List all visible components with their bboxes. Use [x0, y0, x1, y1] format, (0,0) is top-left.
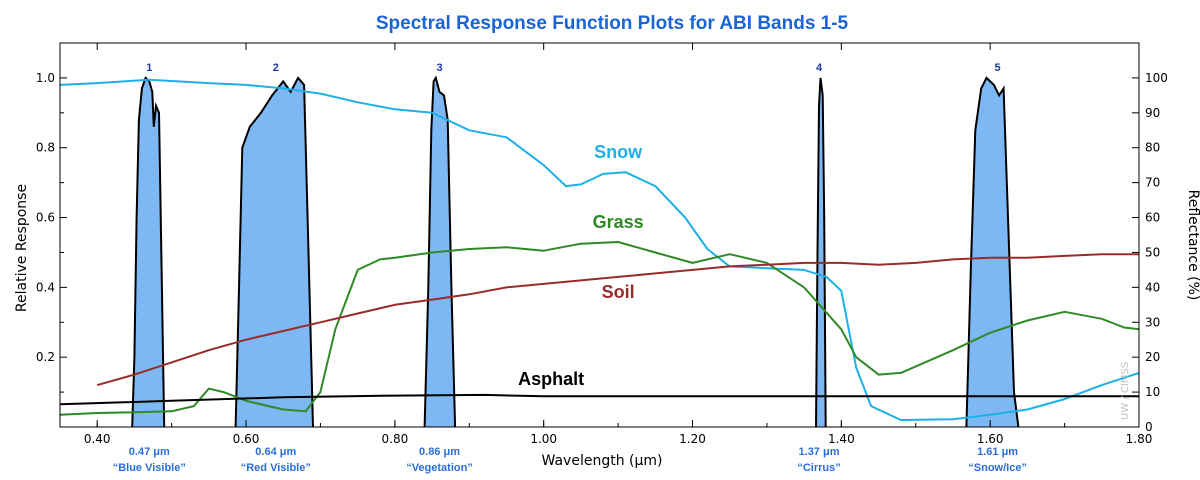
series-grass-label: Grass	[593, 212, 644, 232]
chart-title: Spectral Response Function Plots for ABI…	[376, 13, 849, 34]
band-1-outline	[131, 76, 166, 428]
band-2-wavelength: 0.64 μm	[255, 446, 296, 458]
band-1-wavelength: 0.47 μm	[129, 446, 170, 458]
y2-tick-label: 90	[1145, 106, 1160, 120]
band-5-outline	[965, 76, 1020, 428]
x-axis-label: Wavelength (μm)	[542, 453, 663, 469]
band-1-name: “Blue Visible”	[113, 462, 186, 474]
x-tick-label: 1.40	[828, 432, 855, 446]
plot-frame	[59, 42, 1140, 428]
x-tick-label: 1.20	[679, 432, 706, 446]
series-snow-line	[59, 78, 1140, 421]
band-1-number: 1	[146, 62, 152, 74]
series-asphalt-line	[59, 393, 1139, 406]
band-3: 3 0.86 μm “Vegetation”	[406, 62, 473, 474]
y2-tick-label: 80	[1145, 141, 1160, 155]
band-4-outline	[815, 77, 827, 428]
y2-tick-label: 0	[1145, 420, 1153, 434]
series-soil-line	[96, 253, 1139, 387]
band-1-fill	[132, 77, 165, 428]
band-4-name: “Cirrus”	[797, 462, 840, 474]
band-5-wavelength: 1.61 μm	[977, 446, 1018, 458]
series-grass-line	[59, 241, 1140, 416]
y2-tick-label: 40	[1145, 280, 1160, 294]
band-2: 2 0.64 μm “Red Visible”	[234, 62, 314, 474]
watermark: UW / CIMSS	[1120, 362, 1131, 420]
band-3-name: “Vegetation”	[406, 462, 473, 474]
band-4: 4 1.37 μm “Cirrus”	[797, 62, 840, 474]
y2-tick-label: 70	[1145, 176, 1160, 190]
band-4-wavelength: 1.37 μm	[799, 446, 840, 458]
reflectance-series-layer: Snow Grass Soil Asphalt	[59, 78, 1140, 421]
series-snow-label: Snow	[594, 142, 643, 162]
band-3-outline	[423, 75, 457, 428]
y-tick-label: 0.4	[36, 280, 55, 294]
y-axis-label: Relative Response	[14, 184, 30, 312]
band-5-fill	[966, 77, 1019, 428]
band-3-wavelength: 0.86 μm	[419, 446, 460, 458]
band-5-name: “Snow/Ice”	[968, 462, 1027, 474]
band-2-number: 2	[273, 62, 279, 74]
y2-tick-label: 60	[1145, 211, 1160, 225]
band-5-number: 5	[995, 62, 1001, 74]
y2-axis-label: Reflectance (%)	[1185, 190, 1200, 301]
y2-tick-label: 100	[1145, 71, 1168, 85]
band-2-name: “Red Visible”	[241, 462, 311, 474]
series-asphalt-label: Asphalt	[518, 369, 584, 389]
x-tick-label: 0.40	[84, 432, 111, 446]
band-1: 1 0.47 μm “Blue Visible”	[113, 62, 186, 474]
y2-tick-label: 10	[1145, 385, 1160, 399]
y-tick-label: 1.0	[36, 71, 55, 85]
x-tick-label: 1.80	[1126, 432, 1153, 446]
x-tick-label: 0.60	[233, 432, 260, 446]
band-4-number: 4	[816, 62, 823, 74]
band-3-number: 3	[436, 62, 442, 74]
band-2-fill	[235, 77, 313, 428]
band-5: 5 1.61 μm “Snow/Ice”	[965, 62, 1027, 474]
band-response-layer: 1 0.47 μm “Blue Visible” 2 0.64 μm “Red Visib…	[113, 62, 1027, 474]
y2-tick-label: 50	[1145, 245, 1160, 259]
axes-layer: 0.40 0.60 0.80 1.00 1.20 1.40 1.60 1.800.20.40.…	[36, 43, 1168, 446]
y-tick-label: 0.2	[36, 350, 55, 364]
x-tick-label: 0.80	[382, 432, 409, 446]
y-tick-label: 0.6	[36, 211, 55, 225]
y-tick-label: 0.8	[36, 141, 55, 155]
y2-tick-label: 20	[1145, 350, 1160, 364]
x-tick-label: 1.00	[530, 432, 557, 446]
series-soil-label: Soil	[602, 282, 635, 302]
x-tick-label: 1.60	[977, 432, 1004, 446]
y2-tick-label: 30	[1145, 315, 1160, 329]
